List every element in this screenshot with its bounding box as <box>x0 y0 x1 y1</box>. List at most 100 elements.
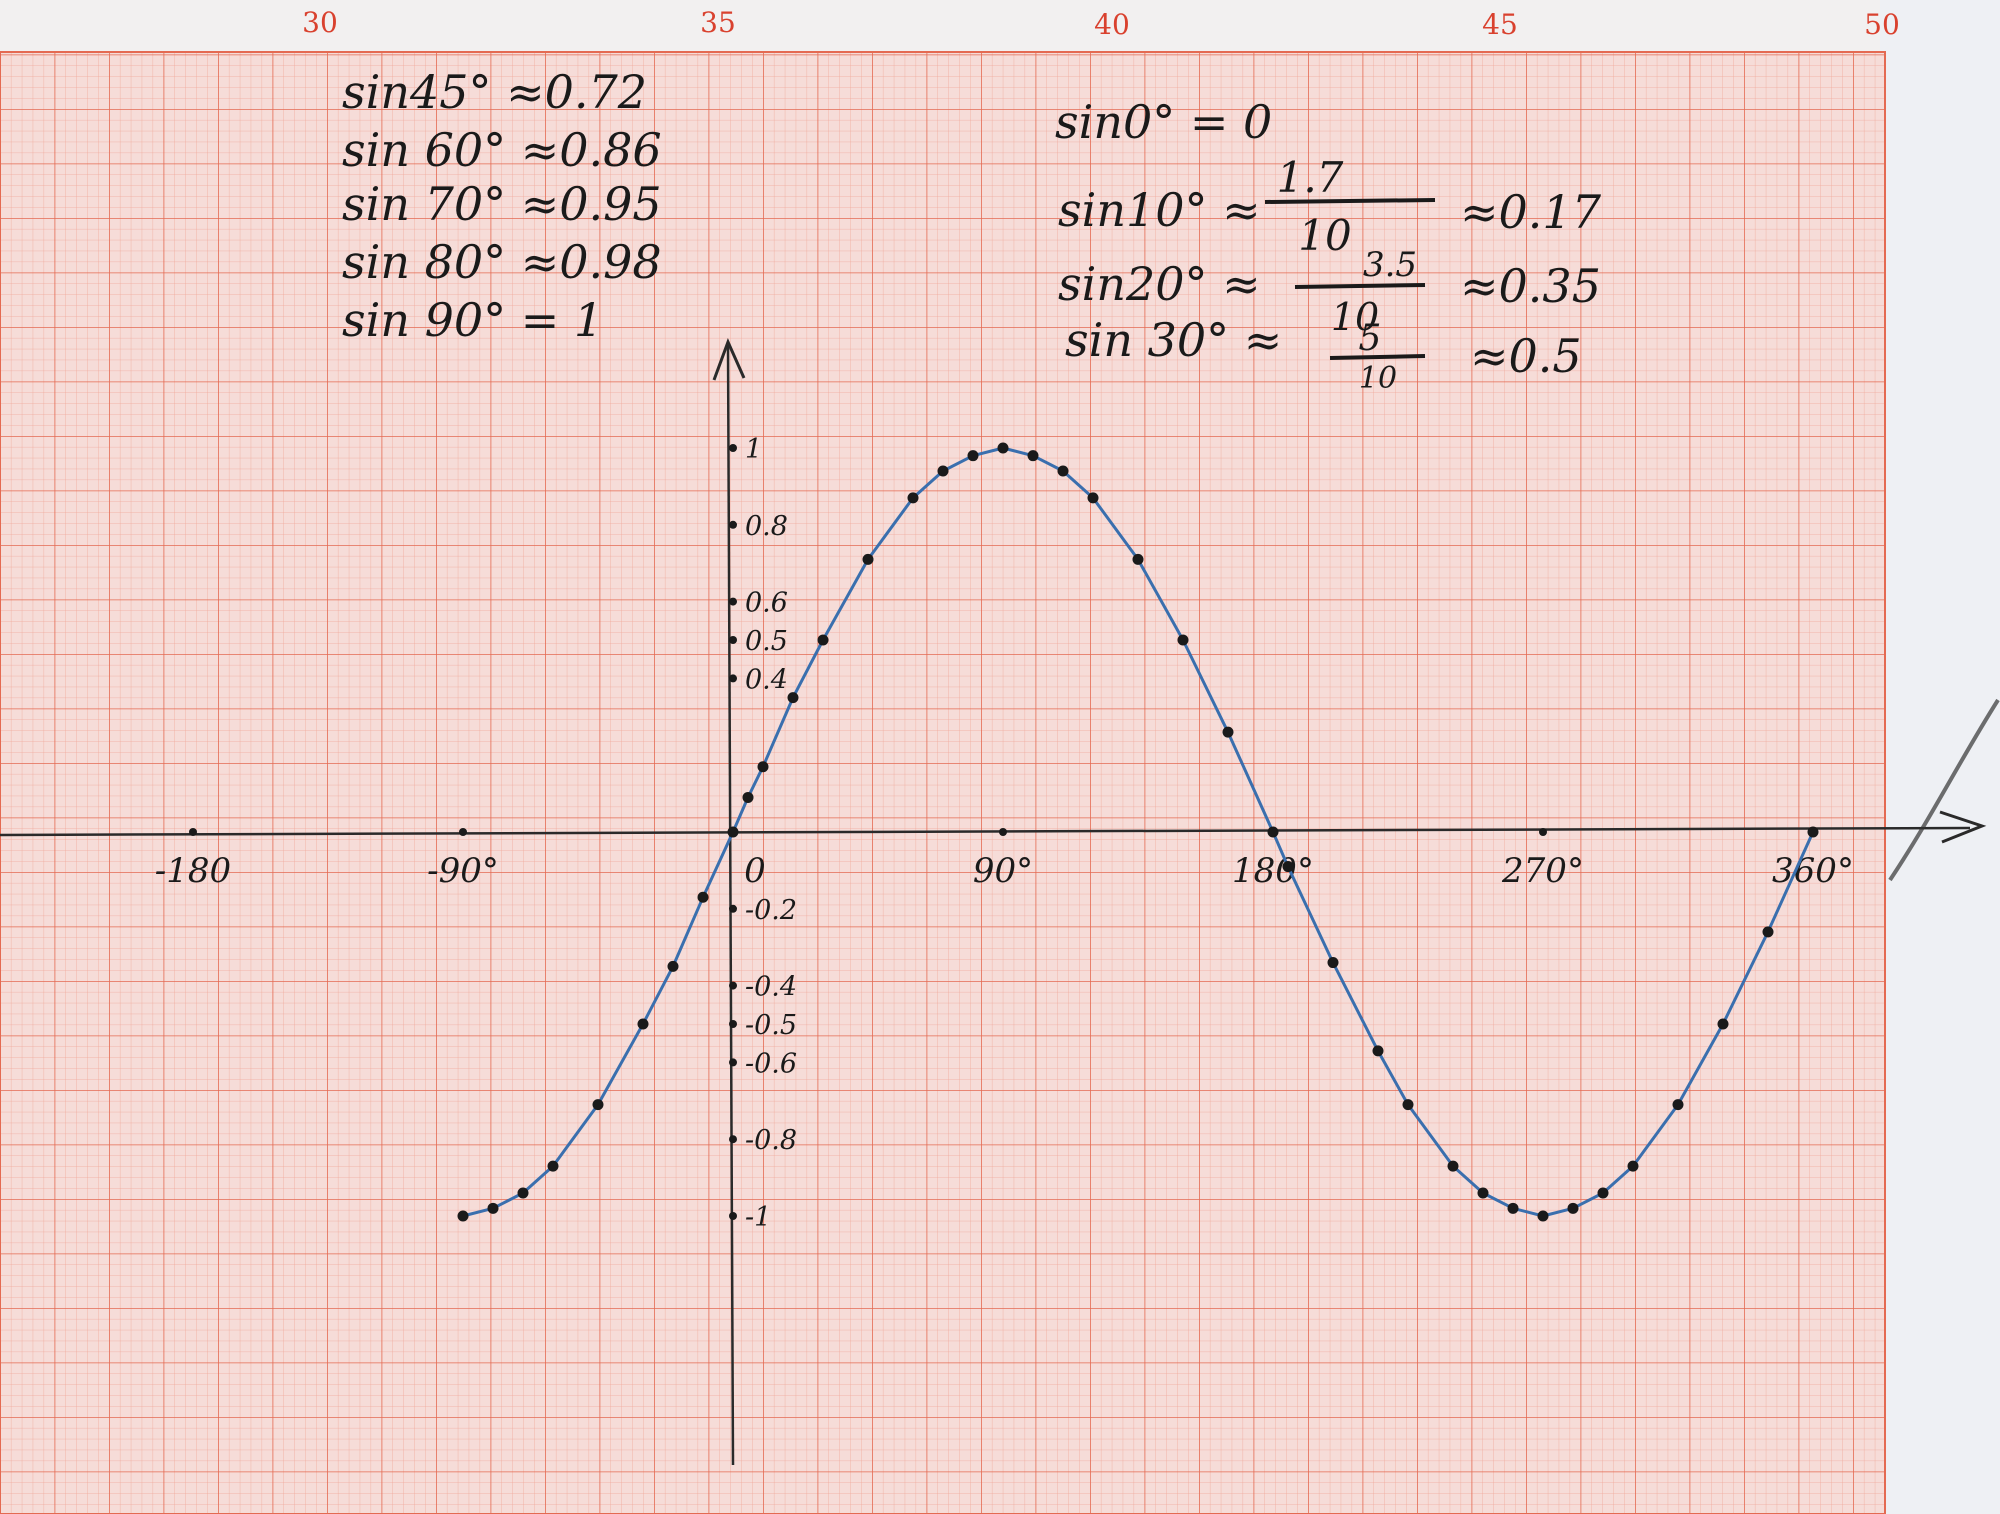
note-sin90: sin 90° = 1 <box>342 293 603 347</box>
data-point <box>1027 450 1039 462</box>
data-point <box>727 826 739 838</box>
x-tick-mark <box>999 828 1007 836</box>
y-tick-mark <box>729 1212 737 1220</box>
data-point <box>1372 1045 1384 1057</box>
ruler-label: 35 <box>700 6 736 39</box>
y-tick-label: -1 <box>745 1202 771 1233</box>
data-point <box>1507 1202 1519 1214</box>
y-tick-label: 0.5 <box>745 626 788 657</box>
y-tick-mark <box>729 674 737 683</box>
fraction-bar <box>1294 283 1426 289</box>
note-sin0: sin0° = 0 <box>1055 95 1272 149</box>
y-tick-label: -0.4 <box>745 972 797 1003</box>
ruler-label: 40 <box>1094 8 1130 41</box>
x-tick-label: -90° <box>427 851 499 891</box>
graph-paper <box>0 51 1886 1514</box>
data-point <box>697 891 709 903</box>
right-margin <box>1880 0 2000 1514</box>
ruler-label: 45 <box>1482 8 1518 41</box>
data-point <box>1282 861 1294 873</box>
x-tick-label: 90° <box>973 851 1033 891</box>
data-point <box>637 1018 649 1030</box>
data-point <box>457 1210 469 1222</box>
data-point <box>1132 553 1144 565</box>
note-sin70: sin 70° ≈0.95 <box>342 177 662 231</box>
data-point <box>862 553 874 565</box>
data-point <box>1267 826 1279 838</box>
note-sin20-lhs: sin20° ≈ <box>1058 257 1261 311</box>
y-tick-mark <box>729 597 737 606</box>
x-axis <box>0 826 1971 837</box>
x-tick-mark <box>459 828 467 836</box>
x-tick-mark <box>189 828 197 836</box>
x-ticks: -180 -90° 0 90° 180° 270° 360° <box>155 828 1854 891</box>
data-point <box>997 442 1009 454</box>
notes-right: sin0° = 0 sin10° ≈ 1.7 10 ≈0.17 sin20° ≈… <box>1055 95 1602 396</box>
note-sin30-numerator: 5 <box>1359 318 1382 359</box>
axes <box>0 338 1987 1466</box>
note-sin20-numerator: 3.5 <box>1363 245 1417 285</box>
note-sin80: sin 80° ≈0.98 <box>342 235 662 289</box>
data-point <box>742 791 754 803</box>
data-point <box>1402 1099 1414 1111</box>
note-sin20-denominator: 10 <box>1331 295 1379 339</box>
x-tick-label: 180° <box>1232 851 1314 891</box>
x-tick-label: 0 <box>744 851 766 891</box>
data-point <box>907 492 919 504</box>
curve-layer <box>462 446 1815 1218</box>
x-tick-label: 360° <box>1772 851 1854 891</box>
pencil-stroke <box>1888 698 2000 882</box>
fraction-bar <box>1264 198 1436 204</box>
y-tick-label: 0.8 <box>745 511 788 542</box>
data-point <box>487 1202 499 1214</box>
y-tick-label: -0.8 <box>745 1125 797 1156</box>
x-tick-label: 270° <box>1501 851 1584 891</box>
data-point <box>757 761 769 773</box>
ruler-label: 30 <box>302 6 338 39</box>
y-tick-mark <box>729 1058 737 1067</box>
x-tick-mark <box>1539 828 1547 836</box>
note-sin20-rhs: ≈0.35 <box>1460 259 1601 313</box>
points-layer <box>457 442 1819 1222</box>
data-point <box>1447 1160 1459 1172</box>
note-sin10-lhs: sin10° ≈ <box>1058 183 1261 237</box>
fraction-bar <box>1329 354 1426 360</box>
note-sin60: sin 60° ≈0.86 <box>342 123 662 177</box>
y-tick-mark <box>729 904 737 913</box>
data-point <box>1222 726 1234 738</box>
data-point <box>547 1160 559 1172</box>
note-sin10-denominator: 10 <box>1298 211 1351 260</box>
data-point <box>937 465 949 477</box>
data-point <box>1057 465 1069 477</box>
data-point <box>1597 1187 1609 1199</box>
y-tick-mark <box>729 636 737 644</box>
data-point <box>1537 1210 1549 1222</box>
y-tick-label: -0.6 <box>745 1048 797 1079</box>
y-tick-label: 0.6 <box>745 588 788 619</box>
data-point <box>1087 492 1099 504</box>
note-sin10-rhs: ≈0.17 <box>1460 185 1602 239</box>
data-point <box>817 634 829 646</box>
note-sin30-lhs: sin 30° ≈ <box>1065 313 1282 367</box>
data-point <box>1327 957 1339 969</box>
y-tick-label: 0.4 <box>745 664 788 695</box>
data-point <box>517 1187 529 1199</box>
note-sin30-rhs: ≈0.5 <box>1470 329 1582 383</box>
data-point <box>1477 1187 1489 1199</box>
data-point <box>1177 634 1189 646</box>
y-tick-mark <box>729 444 737 452</box>
x-axis-arrow <box>1939 810 1987 844</box>
sine-curve <box>462 446 1815 1218</box>
note-sin10-numerator: 1.7 <box>1277 153 1344 202</box>
data-point <box>967 450 979 462</box>
data-point <box>1762 926 1774 938</box>
y-axis <box>726 344 735 1466</box>
y-tick-label: 1 <box>745 434 762 465</box>
y-tick-label: -0.2 <box>745 895 797 926</box>
data-point <box>1717 1018 1729 1030</box>
data-point <box>1567 1202 1579 1214</box>
y-ticks: 1 0.8 0.6 0.5 0.4 -0.2 -0.4 -0.5 -0.6 -0.8 -1 <box>729 434 797 1233</box>
y-tick-mark <box>729 1020 737 1028</box>
